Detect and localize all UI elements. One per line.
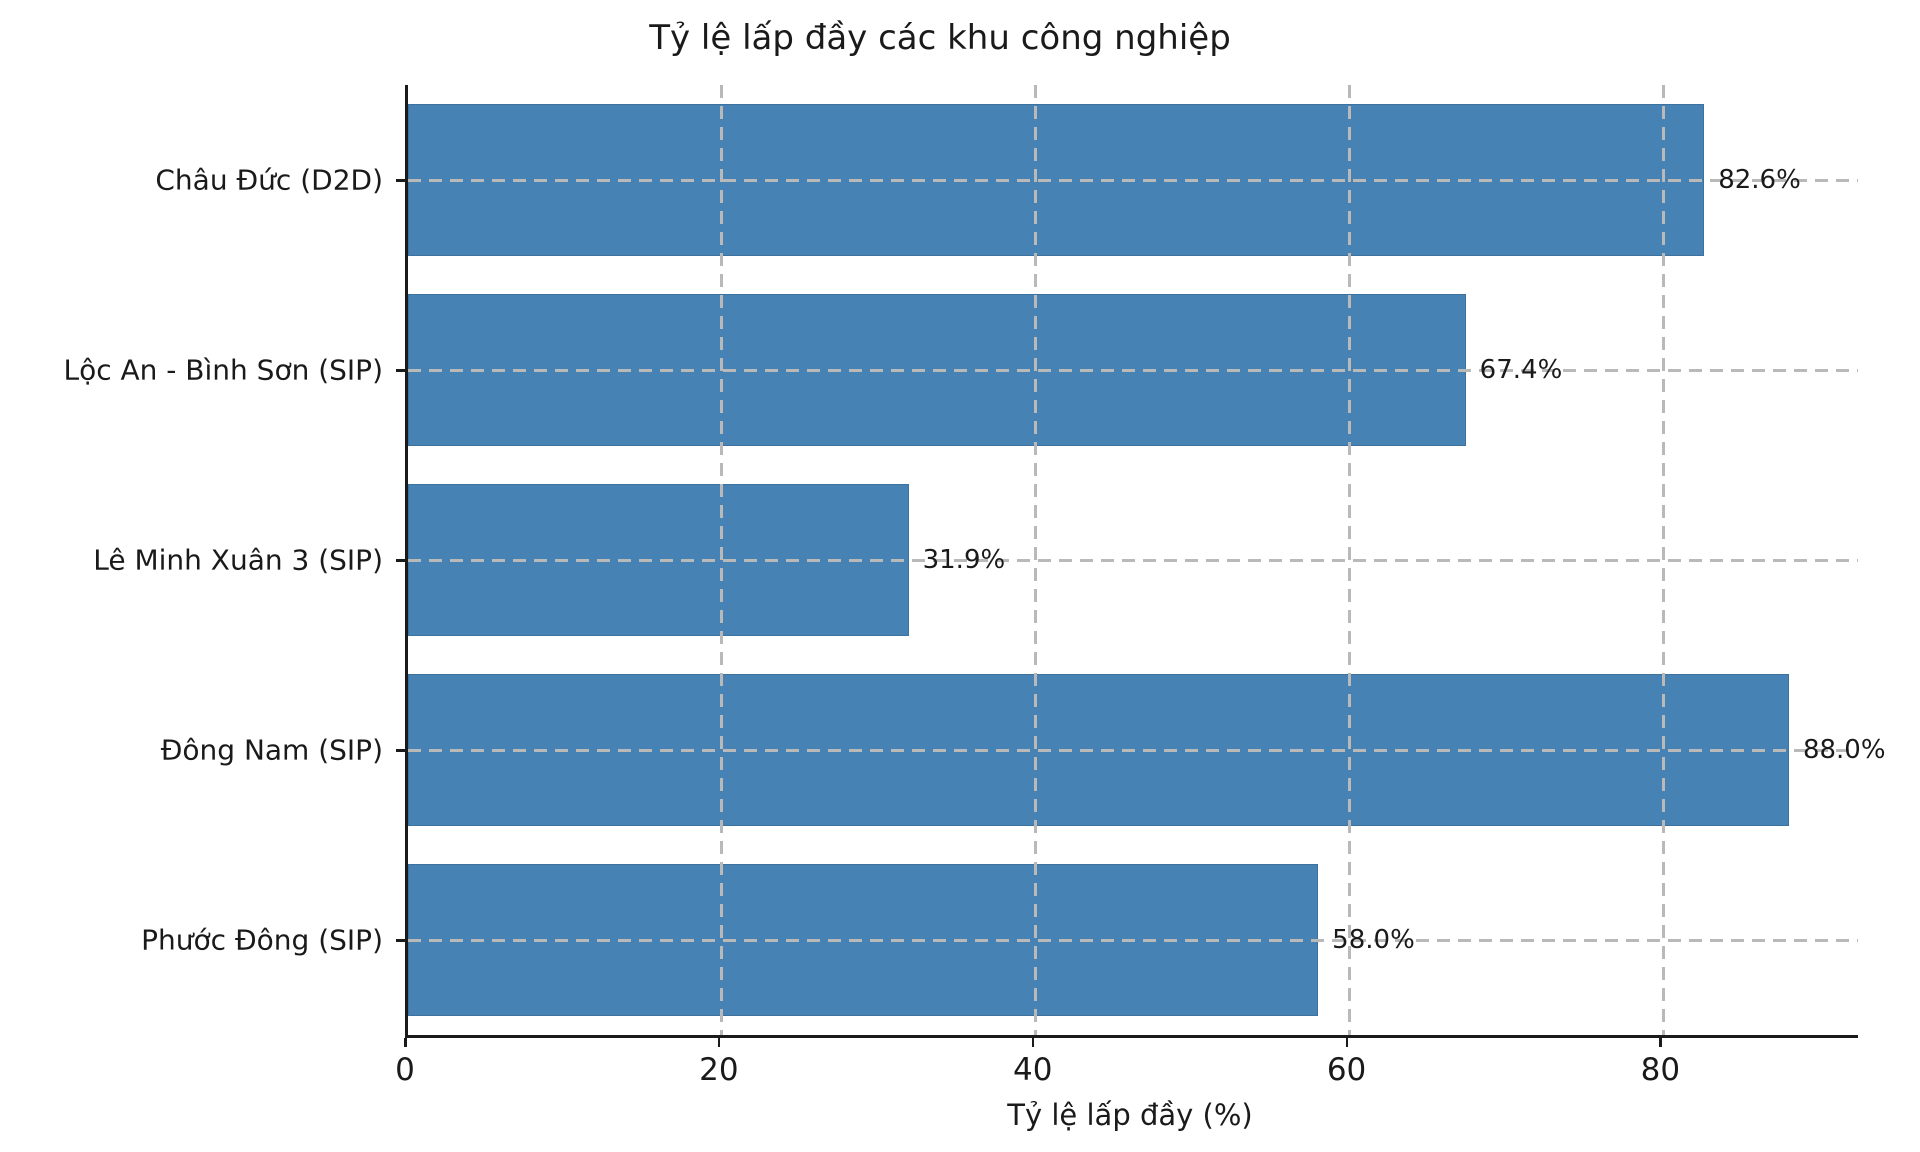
x-tick-mark bbox=[404, 1038, 407, 1047]
x-tick-label: 60 bbox=[1326, 1052, 1367, 1088]
gridline-horizontal bbox=[408, 368, 1858, 372]
chart-title: Tỷ lệ lấp đầy các khu công nghiệp bbox=[649, 18, 1231, 58]
bar-value-label: 31.9% bbox=[922, 545, 1006, 575]
bar-value-label: 67.4% bbox=[1479, 355, 1563, 385]
y-axis-label: Lê Minh Xuân 3 (SIP) bbox=[93, 543, 383, 577]
x-tick-mark bbox=[1031, 1038, 1035, 1047]
bar-value-label: 88.0% bbox=[1802, 735, 1886, 765]
y-tick-mark bbox=[396, 749, 405, 752]
y-axis-label: Phước Đông (SIP) bbox=[141, 923, 383, 957]
y-tick-mark bbox=[396, 559, 405, 562]
y-axis-labels: Châu Đức (D2D) Lộc An - Bình Sơn (SIP) Lê … bbox=[0, 85, 383, 1035]
y-axis-label: Châu Đức (D2D) bbox=[155, 163, 383, 197]
x-tick-mark bbox=[717, 1038, 721, 1047]
gridline-horizontal bbox=[408, 748, 1858, 752]
y-tick-mark bbox=[396, 179, 405, 182]
x-tick-label: 80 bbox=[1640, 1052, 1681, 1088]
gridline-horizontal bbox=[408, 938, 1858, 942]
y-tick-mark bbox=[396, 369, 405, 372]
y-axis-label: Đông Nam (SIP) bbox=[160, 733, 383, 767]
y-tick-mark bbox=[396, 939, 405, 942]
gridline-horizontal bbox=[408, 178, 1858, 182]
x-tick-label: 40 bbox=[1012, 1052, 1053, 1088]
x-axis-title: Tỷ lệ lấp đầy (%) bbox=[1007, 1098, 1253, 1132]
x-tick-mark bbox=[1345, 1038, 1349, 1047]
x-tick-label: 20 bbox=[699, 1052, 739, 1088]
gridline-horizontal bbox=[408, 558, 1858, 562]
bar-value-label: 58.0% bbox=[1332, 925, 1415, 955]
y-axis-label: Lộc An - Bình Sơn (SIP) bbox=[63, 353, 383, 387]
plot-area: 82.6% 67.4% 31.9% 88.0% 58.0% bbox=[405, 85, 1886, 1038]
x-tick-mark bbox=[1659, 1038, 1662, 1047]
x-tick-label: 0 bbox=[395, 1052, 415, 1088]
bar-value-label: 82.6% bbox=[1718, 165, 1801, 195]
